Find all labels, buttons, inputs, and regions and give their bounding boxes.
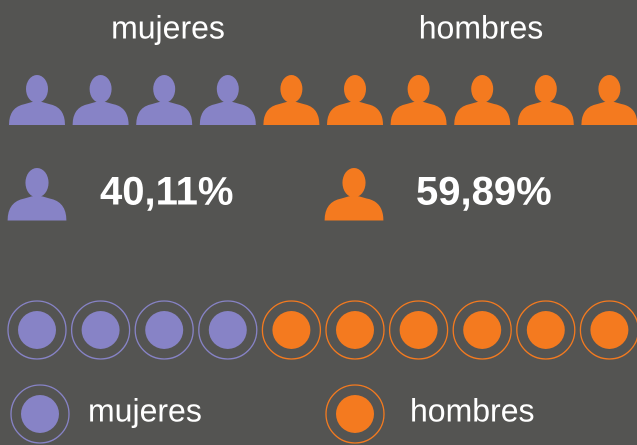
person-icon: [454, 75, 511, 125]
person-body: [454, 102, 511, 125]
legend-ring: [325, 384, 385, 444]
ring-icon: [388, 300, 449, 360]
ring-inner: [526, 311, 565, 349]
person-icon: [72, 75, 129, 125]
person-icon: [136, 75, 193, 125]
person-body: [72, 102, 129, 125]
ring-inner: [18, 311, 56, 349]
person-head: [534, 75, 557, 103]
person-icon: [324, 168, 384, 221]
person-body: [324, 196, 384, 221]
ring-outer: [70, 300, 131, 360]
ring-icon: [198, 300, 258, 360]
legend-dot: [21, 395, 59, 433]
ring-icon: [579, 300, 637, 360]
value-label: 40,11%: [100, 170, 233, 214]
person-body: [517, 102, 574, 125]
ring-outer: [198, 300, 258, 360]
ring-outer: [579, 300, 637, 360]
ring-outer: [134, 300, 194, 360]
person-body: [199, 102, 256, 125]
person-icon: [327, 75, 383, 125]
legend-label: mujeres: [88, 392, 202, 428]
person-body: [263, 102, 320, 125]
person-body: [327, 102, 383, 125]
person-head: [26, 75, 48, 103]
ring-icon: [516, 300, 576, 360]
ring-icon: [70, 300, 131, 360]
ring-icon: [261, 300, 322, 360]
person-head: [342, 168, 366, 198]
ring-outer: [388, 300, 449, 360]
person-icon: [9, 75, 65, 125]
person-head: [598, 75, 621, 103]
ring-outer: [325, 300, 385, 360]
person-head: [407, 75, 430, 103]
ring-icon: [7, 300, 67, 360]
ring-icon: [325, 300, 385, 360]
value-label: 59,89%: [416, 170, 552, 214]
person-body: [136, 102, 193, 125]
ring-icon: [452, 300, 512, 360]
person-head: [216, 75, 239, 103]
ring-inner: [336, 311, 374, 349]
person-body: [9, 102, 65, 125]
person-body: [581, 102, 637, 125]
ring-outer: [7, 300, 67, 360]
person-head: [471, 75, 494, 103]
person-head: [153, 75, 176, 103]
legend-dot: [336, 395, 374, 433]
person-icon: [581, 75, 637, 125]
person-icon: [263, 75, 320, 125]
person-head: [89, 75, 112, 103]
ring-inner: [145, 311, 184, 349]
person-head: [280, 75, 303, 103]
ring-outer: [261, 300, 322, 360]
ring-outer: [452, 300, 512, 360]
person-body: [390, 102, 447, 125]
ring-icon: [134, 300, 194, 360]
ring-inner: [208, 311, 247, 349]
person-head: [344, 75, 366, 103]
person-icon: [390, 75, 447, 125]
ring-inner: [590, 311, 629, 349]
ring-inner: [81, 311, 120, 349]
ring-inner: [463, 311, 502, 349]
legend-label: hombres: [410, 392, 535, 428]
person-head: [25, 168, 49, 198]
person-icon: [199, 75, 256, 125]
ring-outer: [516, 300, 576, 360]
category-label: hombres: [419, 9, 544, 45]
ring-inner: [399, 311, 438, 349]
legend-ring: [10, 384, 70, 444]
person-icon: [517, 75, 574, 125]
ring-inner: [272, 311, 311, 349]
person-icon: [7, 168, 67, 221]
person-body: [7, 196, 67, 221]
category-label: mujeres: [111, 9, 225, 45]
